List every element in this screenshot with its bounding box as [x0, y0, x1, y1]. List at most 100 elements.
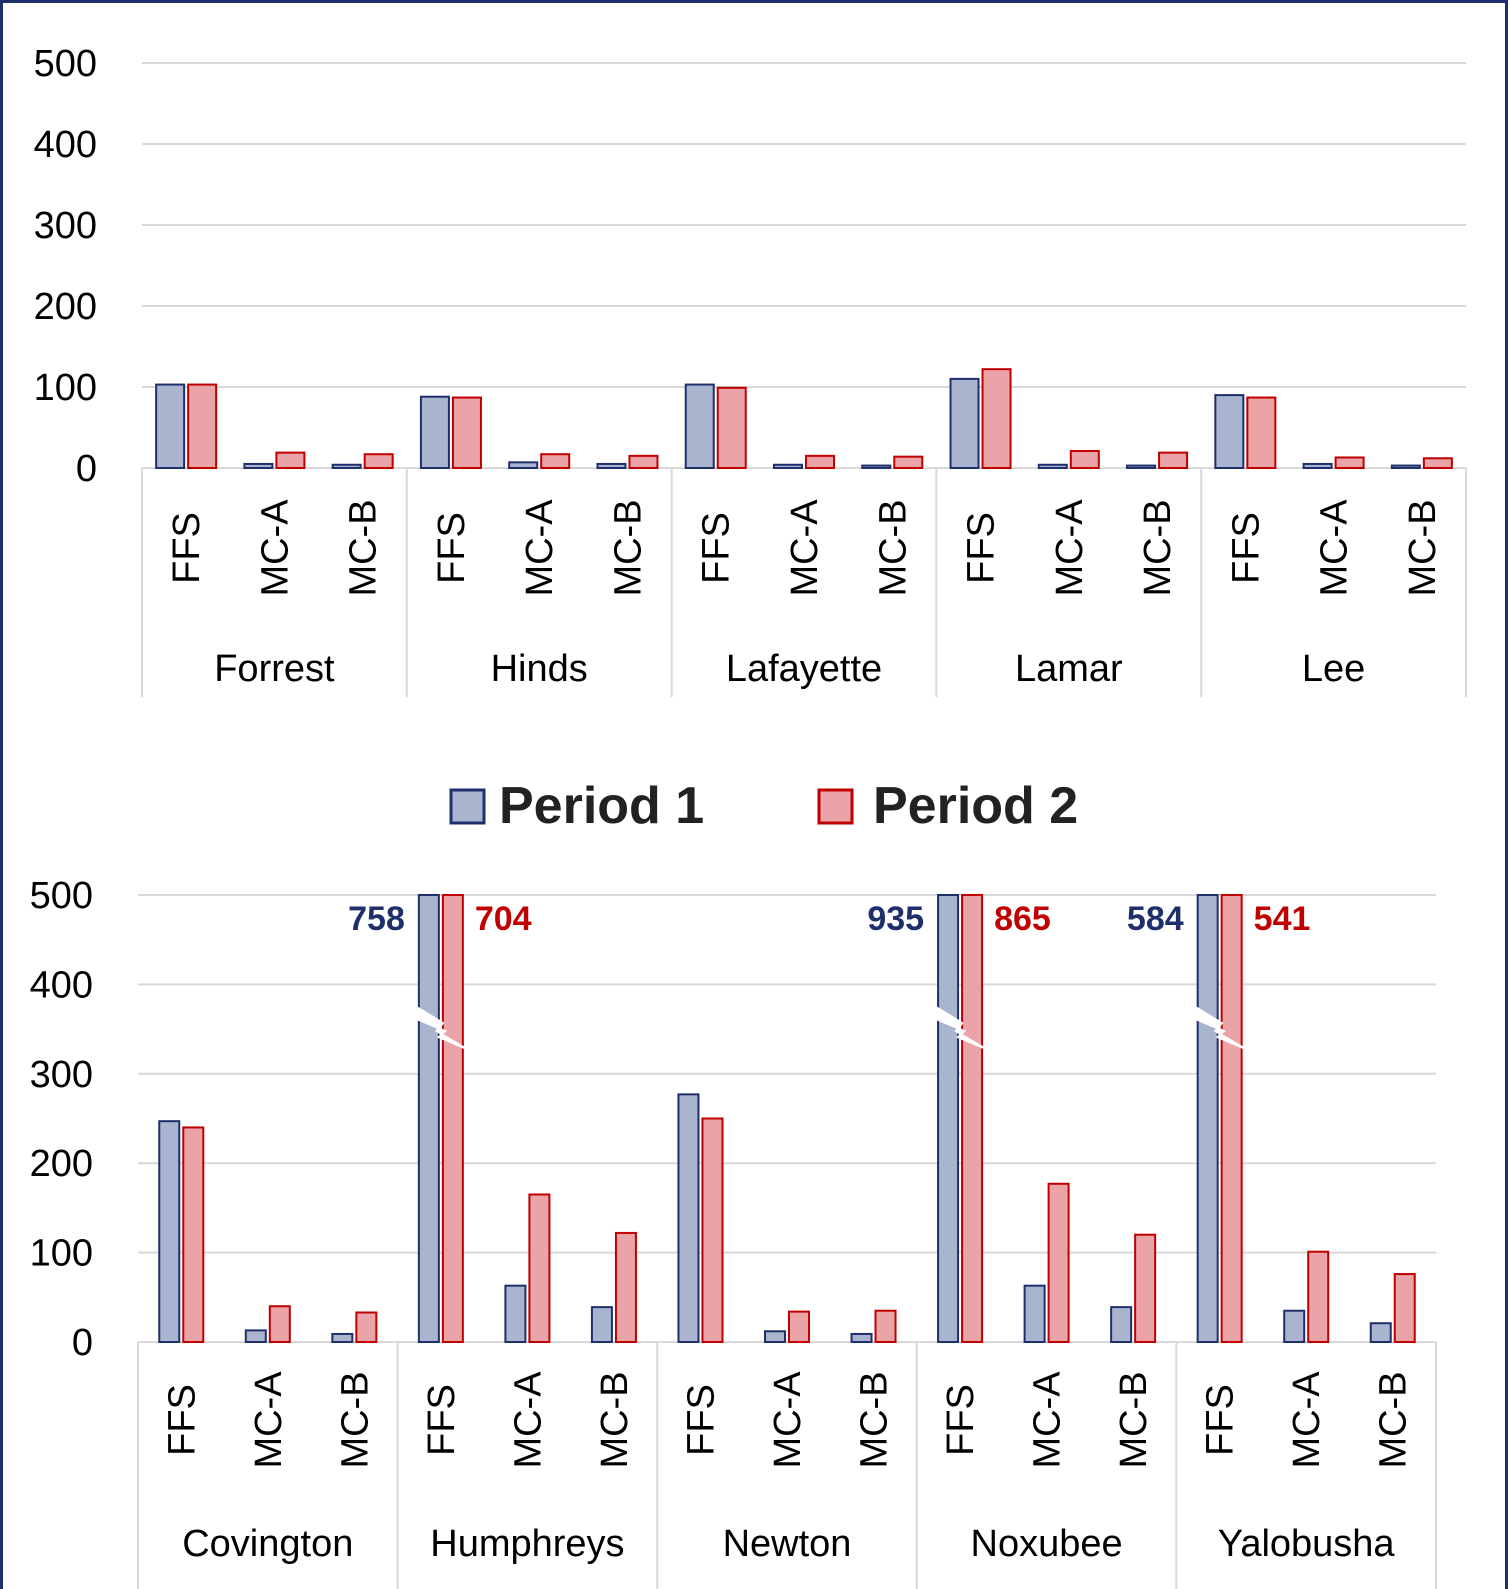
- category-label: FFS: [940, 1384, 982, 1456]
- category-label: MC-A: [1286, 1371, 1328, 1469]
- bar-period-1: [1196, 894, 1219, 1343]
- group-label: Lee: [1302, 648, 1365, 690]
- bar-period-1: [419, 395, 450, 469]
- bar-period-1: [1110, 1306, 1133, 1344]
- group-label: Forrest: [214, 648, 335, 690]
- y-tick-label: 500: [34, 43, 97, 85]
- legend-label-period-1: Period 1: [499, 777, 704, 835]
- bar-period-2: [182, 1126, 205, 1343]
- bar-period-2: [716, 386, 747, 469]
- legend-swatch-period-2: [817, 788, 854, 825]
- data-label: 935: [867, 900, 924, 938]
- axis-break-mark: [415, 1005, 468, 1051]
- category-label: MC-B: [872, 499, 914, 596]
- bar-period-2: [1334, 456, 1365, 470]
- bar-period-2: [981, 368, 1012, 469]
- bar-period-2: [1134, 1233, 1157, 1343]
- chart-bottom-panel: 0 100 200 300 400 500 Covington FFS MC-A MC-B Hump…: [30, 875, 1437, 1589]
- y-tick-label: 100: [34, 367, 97, 409]
- bar-period-2: [441, 894, 464, 1343]
- y-tick-label: 100: [30, 1233, 93, 1275]
- category-label: FFS: [1200, 1384, 1242, 1456]
- bar-period-2: [1307, 1250, 1330, 1344]
- bar-period-2: [805, 454, 835, 470]
- bar-period-1: [417, 894, 440, 1343]
- category-label: MC-A: [1049, 499, 1091, 597]
- bar-period-1: [590, 1306, 613, 1344]
- bar-period-2: [1393, 1273, 1416, 1344]
- bar-period-1: [244, 1329, 267, 1344]
- bar-period-1: [1023, 1284, 1046, 1343]
- bar-period-2: [614, 1231, 637, 1344]
- bar-period-1: [677, 1093, 700, 1344]
- category-label: MC-A: [784, 499, 826, 597]
- bar-period-1: [949, 377, 980, 469]
- bar-period-1: [331, 463, 362, 470]
- category-label: MC-A: [507, 1371, 549, 1469]
- category-label: FFS: [161, 1384, 203, 1456]
- bar-period-2: [874, 1309, 897, 1343]
- y-tick-label: 200: [30, 1143, 93, 1185]
- bar-period-2: [275, 451, 306, 469]
- category-label: MC-B: [607, 499, 649, 596]
- bar-period-1: [1214, 394, 1245, 470]
- category-label: MC-A: [254, 499, 296, 597]
- bar-period-2: [268, 1305, 291, 1343]
- bar-period-2: [1422, 457, 1453, 469]
- category-label: FFS: [1225, 512, 1267, 584]
- y-tick-label: 0: [72, 1322, 93, 1364]
- category-label: MC-B: [1137, 499, 1179, 596]
- legend-swatch-period-1: [449, 788, 486, 825]
- y-tick-label: 200: [34, 286, 97, 328]
- data-label: 758: [348, 900, 405, 938]
- data-label: 865: [994, 900, 1051, 938]
- bar-period-1: [684, 383, 715, 470]
- category-label: MC-B: [1402, 499, 1444, 596]
- bar-period-2: [1069, 449, 1100, 469]
- category-label: FFS: [680, 1384, 722, 1456]
- bar-period-2: [893, 455, 924, 470]
- bar-period-1: [861, 464, 892, 470]
- group-label: Hinds: [491, 648, 588, 690]
- y-tick-label: 300: [30, 1054, 93, 1096]
- category-label: FFS: [166, 512, 208, 584]
- bar-period-1: [596, 462, 627, 470]
- category-label: FFS: [421, 1384, 463, 1456]
- y-tick-label: 500: [30, 875, 93, 917]
- axis-break-mark: [1194, 1005, 1247, 1051]
- bar-period-1: [158, 1120, 181, 1343]
- bar-period-1: [243, 462, 274, 470]
- bar-period-1: [1390, 464, 1421, 470]
- bar-period-1: [508, 461, 539, 469]
- data-label: 584: [1127, 900, 1184, 938]
- data-label: 541: [1254, 900, 1311, 938]
- category-label: MC-A: [767, 1371, 809, 1469]
- category-label: MC-A: [1027, 1371, 1069, 1469]
- category-label: MC-B: [1113, 1371, 1155, 1468]
- y-tick-label: 400: [34, 124, 97, 166]
- bar-period-2: [961, 894, 984, 1343]
- bar-period-1: [331, 1332, 354, 1343]
- bar-period-1: [1369, 1322, 1392, 1343]
- group-label: Covington: [182, 1523, 353, 1565]
- category-label: FFS: [696, 512, 738, 584]
- group-label: Lafayette: [726, 648, 882, 690]
- category-label: FFS: [961, 512, 1003, 584]
- axis-break-mark: [935, 1005, 987, 1051]
- bar-period-2: [355, 1311, 378, 1344]
- bar-period-2: [1158, 451, 1189, 469]
- category-label: MC-B: [334, 1371, 376, 1468]
- group-label: Newton: [723, 1523, 852, 1565]
- category-label: MC-A: [1314, 499, 1356, 597]
- group-label: Noxubee: [971, 1523, 1123, 1565]
- bar-period-2: [1220, 894, 1243, 1343]
- bar-period-1: [1126, 464, 1157, 470]
- chart-top-panel: 0 100 200 300 400 500 Forrest FFS MC-A MC-B Hinds F…: [34, 43, 1467, 697]
- bar-period-1: [764, 1330, 786, 1343]
- bar-period-2: [528, 1193, 551, 1343]
- bar-period-2: [187, 383, 218, 470]
- legend: Period 1 Period 2: [449, 777, 1078, 835]
- y-tick-label: 400: [30, 964, 93, 1006]
